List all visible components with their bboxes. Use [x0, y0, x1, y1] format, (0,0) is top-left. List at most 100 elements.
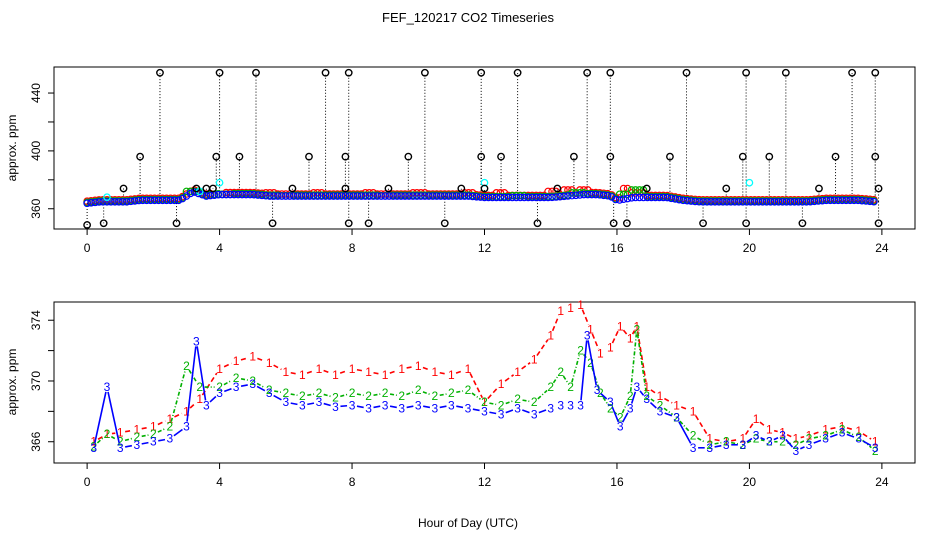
- blue-series-marker: 3: [839, 426, 846, 440]
- green-series-marker: 2: [514, 392, 521, 406]
- red-series-marker: 1: [299, 368, 306, 382]
- green-series-marker: 2: [332, 391, 339, 405]
- green-series-marker: 2: [216, 380, 223, 394]
- blue-data-point: [520, 193, 529, 202]
- blue-data-point: [230, 190, 238, 199]
- blue-data-point: [735, 198, 743, 206]
- green-series-marker: 2: [643, 389, 650, 403]
- blue-series-line: [746, 437, 753, 443]
- blue-data-point: [409, 192, 417, 200]
- green-series-marker: 2: [167, 420, 174, 434]
- blue-data-point: [512, 193, 521, 202]
- top-y-axis-label: approx. ppm: [5, 115, 19, 182]
- black-outlier-point: [192, 184, 201, 193]
- green-series-line: [747, 440, 752, 444]
- black-outlier-point: [497, 152, 505, 161]
- blue-data-point: [532, 193, 540, 202]
- black-outlier-point: [682, 68, 691, 77]
- top-x-tick-label: 4: [216, 241, 223, 255]
- black-outlier-point: [781, 68, 790, 77]
- blue-series-line: [664, 412, 673, 417]
- green-series-marker: 2: [753, 432, 760, 446]
- blue-data-point: [425, 192, 433, 200]
- black-outlier-point: [252, 68, 260, 77]
- blue-series-line: [209, 395, 217, 403]
- blue-data-point: [723, 198, 731, 206]
- red-series-line: [323, 369, 332, 374]
- blue-data-point: [806, 197, 815, 206]
- blue-data-point: [238, 190, 246, 199]
- blue-data-point: [472, 192, 481, 201]
- blue-series-line: [799, 446, 805, 450]
- cyan-data-point: [103, 193, 111, 202]
- blue-data-point: [226, 190, 234, 199]
- red-series-line: [174, 412, 183, 418]
- blue-data-point: [170, 196, 179, 205]
- blue-series-marker: 3: [382, 398, 389, 412]
- blue-data-point: [353, 192, 362, 200]
- red-series-marker: 1: [753, 412, 760, 426]
- red-series-line: [422, 366, 431, 371]
- green-series-marker: 2: [839, 423, 846, 437]
- green-series-line: [537, 389, 548, 400]
- green-series-line: [697, 437, 706, 444]
- black-outlier-point: [477, 152, 486, 161]
- blue-series-line: [173, 428, 183, 437]
- blue-data-point: [297, 192, 306, 200]
- blue-series-marker: 3: [481, 404, 488, 418]
- blue-data-point: [285, 192, 294, 200]
- blue-data-point: [115, 198, 123, 206]
- blue-series-line: [862, 440, 872, 447]
- red-series-line: [800, 435, 805, 439]
- blue-data-point: [536, 193, 544, 202]
- black-outlier-point: [119, 184, 128, 193]
- red-series-line: [521, 362, 531, 370]
- blue-data-point: [325, 192, 334, 200]
- blue-data-point: [842, 196, 850, 205]
- green-series-line: [223, 379, 233, 386]
- black-outlier-point: [384, 184, 393, 193]
- blue-series-marker: 3: [577, 398, 584, 412]
- black-outlier-point: [553, 184, 562, 193]
- green-series-line: [124, 437, 133, 442]
- red-series-marker: 1: [332, 368, 339, 382]
- blue-data-point: [127, 197, 135, 206]
- blue-data-point: [822, 196, 831, 205]
- blue-data-point: [174, 196, 183, 205]
- red-series-marker: 1: [167, 412, 174, 426]
- blue-series-marker: 3: [448, 398, 455, 412]
- blue-series-marker: 3: [531, 407, 538, 421]
- green-series-line: [562, 375, 569, 384]
- blue-data-point: [138, 196, 147, 205]
- green-series-marker: 2: [299, 389, 306, 403]
- red-series-line: [356, 368, 364, 372]
- red-series-marker: 1: [316, 362, 323, 376]
- red-series-line: [581, 309, 590, 326]
- blue-series-marker: 3: [822, 432, 829, 446]
- blue-data-point: [818, 196, 827, 205]
- red-series-line: [622, 329, 628, 336]
- blue-series-marker: 3: [398, 401, 405, 415]
- red-series-marker: 1: [547, 328, 554, 342]
- black-outlier-point: [513, 68, 522, 77]
- blue-data-point: [858, 196, 866, 205]
- red-series-marker: 1: [481, 395, 488, 409]
- green-series-marker: 2: [266, 383, 273, 397]
- blue-series-line: [158, 438, 166, 442]
- blue-data-point: [309, 192, 318, 200]
- blue-data-point: [552, 193, 560, 201]
- black-outlier-point: [871, 68, 880, 77]
- blue-series-line: [107, 391, 120, 444]
- blue-series-line: [505, 409, 514, 414]
- blue-series-line: [94, 391, 107, 444]
- blue-data-point: [369, 192, 378, 200]
- black-outlier-point: [480, 184, 489, 193]
- red-series-marker: 1: [233, 354, 240, 368]
- blue-series-marker: 3: [117, 441, 124, 455]
- blue-data-point: [488, 193, 497, 202]
- blue-data-point: [846, 196, 854, 205]
- red-series-marker: 1: [779, 426, 786, 440]
- blue-data-point: [544, 193, 552, 202]
- red-series-line: [846, 427, 855, 431]
- blue-series-line: [373, 405, 381, 409]
